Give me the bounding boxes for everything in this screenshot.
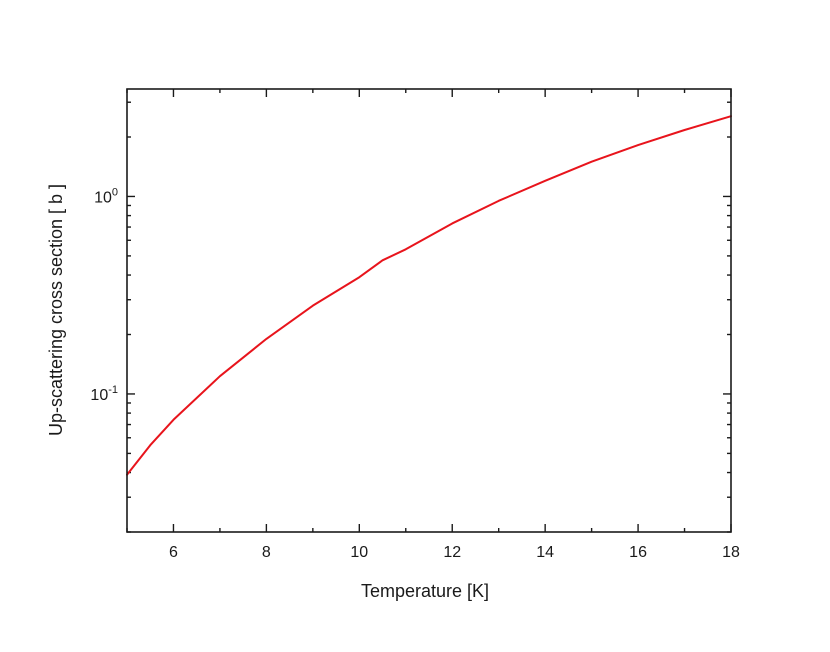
x-tick-label: 6 xyxy=(169,544,178,561)
x-tick-label: 18 xyxy=(722,544,740,561)
x-tick-label: 8 xyxy=(262,544,271,561)
x-tick-label: 16 xyxy=(629,544,647,561)
x-axis-title: Temperature [K] xyxy=(361,581,489,601)
x-tick-label: 12 xyxy=(443,544,461,561)
x-tick-label: 10 xyxy=(350,544,368,561)
series-line xyxy=(126,115,732,476)
series-layer xyxy=(126,115,732,476)
ticks-layer xyxy=(126,89,732,533)
x-tick-label: 14 xyxy=(536,544,554,561)
y-tick-label: 100 xyxy=(94,186,118,206)
tick-labels-layer: 6 8 10 12 14 16 18 10-1 100 xyxy=(90,186,740,561)
y-axis-title: Up-scattering cross section [ b ] xyxy=(46,184,66,436)
plot-frame xyxy=(126,88,732,533)
y-tick-label: 10-1 xyxy=(90,384,118,404)
